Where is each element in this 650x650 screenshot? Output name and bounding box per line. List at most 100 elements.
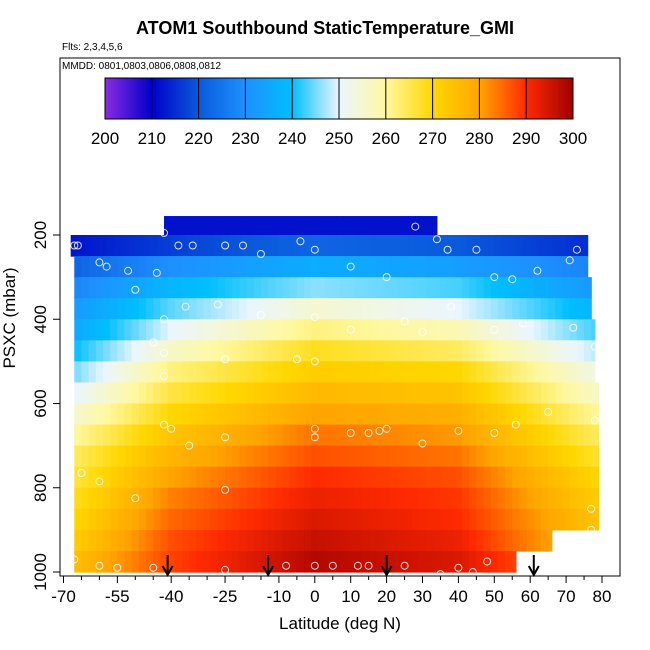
heatmap-cell xyxy=(454,466,463,489)
heatmap-cell xyxy=(526,298,535,320)
heatmap-cell xyxy=(461,403,470,426)
heatmap-cell xyxy=(167,256,176,278)
heatmap-cell xyxy=(217,403,226,426)
heatmap-cell xyxy=(505,277,513,299)
heatmap-cell xyxy=(469,277,477,299)
heatmap-cell xyxy=(210,445,219,468)
heatmap-cell xyxy=(232,550,241,573)
heatmap-cell xyxy=(454,256,463,278)
heatmap-cell xyxy=(411,382,420,405)
heatmap-cell xyxy=(239,466,248,489)
heatmap-cell xyxy=(232,466,241,489)
heatmap-cell xyxy=(540,277,549,299)
heatmap-cell xyxy=(174,529,183,552)
heatmap-cell xyxy=(232,361,241,384)
heatmap-cell xyxy=(569,466,578,489)
heatmap-cell xyxy=(332,256,341,278)
heatmap-cell xyxy=(88,529,97,552)
heatmap-cell xyxy=(569,340,578,362)
heatmap-cell xyxy=(526,403,535,426)
heatmap-cell xyxy=(454,382,463,405)
heatmap-cell xyxy=(221,235,230,257)
heatmap-cell xyxy=(361,508,370,531)
heatmap-cell xyxy=(74,445,83,468)
heatmap-cell xyxy=(318,445,327,468)
heatmap-cell xyxy=(325,382,334,405)
heatmap-cell xyxy=(447,487,456,510)
heatmap-cell xyxy=(548,445,556,468)
heatmap-cell xyxy=(497,403,506,426)
sample-point xyxy=(160,315,168,324)
heatmap-cell xyxy=(210,361,219,384)
sample-point xyxy=(400,317,409,326)
heatmap-cell xyxy=(138,508,147,531)
heatmap-cell xyxy=(591,403,600,426)
heatmap-cell xyxy=(210,340,219,362)
heatmap-cell xyxy=(221,216,230,238)
heatmap-cell xyxy=(519,382,528,405)
heatmap-cell xyxy=(404,550,413,573)
heatmap-cell xyxy=(268,550,276,573)
heatmap-cell xyxy=(461,361,470,384)
heatmap-cell xyxy=(293,235,302,257)
heatmap-cell xyxy=(304,550,312,573)
sample-point xyxy=(221,355,230,364)
heatmap-cell xyxy=(383,529,391,552)
heatmap-cell xyxy=(102,340,111,362)
heatmap-cell xyxy=(555,298,564,320)
heatmap-cell xyxy=(533,487,542,510)
heatmap-cell xyxy=(426,550,434,573)
heatmap-cell xyxy=(483,487,492,510)
heatmap-cell xyxy=(210,403,219,426)
heatmap-cell xyxy=(260,361,269,384)
heatmap-cell xyxy=(418,277,427,299)
heatmap-cell xyxy=(332,298,341,320)
heatmap-cell xyxy=(497,277,506,299)
heatmap-cell xyxy=(203,277,212,299)
heatmap-cell xyxy=(289,319,298,341)
heatmap-cell xyxy=(296,445,305,468)
heatmap-cell xyxy=(124,445,133,468)
heatmap-cell xyxy=(368,487,377,510)
heatmap-cell xyxy=(110,424,118,447)
heatmap-cell xyxy=(440,361,449,384)
heatmap-cell xyxy=(110,466,118,489)
heatmap-cell xyxy=(106,235,115,257)
heatmap-cell xyxy=(217,361,226,384)
heatmap-cell xyxy=(375,340,384,362)
heatmap-cell xyxy=(102,550,111,573)
heatmap-cell xyxy=(404,361,413,384)
y-tick-label: 400 xyxy=(31,305,50,333)
heatmap-cell xyxy=(239,487,248,510)
heatmap-cell xyxy=(548,403,556,426)
heatmap-cell xyxy=(286,216,294,238)
heatmap-cell xyxy=(124,361,133,384)
heatmap-cell xyxy=(469,445,477,468)
heatmap-cell xyxy=(260,382,269,405)
heatmap-cell xyxy=(153,424,162,447)
heatmap-cell xyxy=(591,340,596,362)
heatmap-cell xyxy=(196,550,205,573)
heatmap-cell xyxy=(110,382,118,405)
heatmap-cell xyxy=(102,529,111,552)
heatmap-cell xyxy=(544,235,553,257)
heatmap-cell xyxy=(555,361,564,384)
heatmap-cell xyxy=(548,277,556,299)
heatmap-cell xyxy=(347,403,355,426)
sample-point xyxy=(569,323,578,332)
heatmap-cell xyxy=(92,235,100,257)
heatmap-cell xyxy=(85,235,93,257)
heatmap-cell xyxy=(569,319,578,341)
heatmap-cell xyxy=(436,235,445,257)
heatmap-cell xyxy=(311,445,319,468)
heatmap-cell xyxy=(311,277,319,299)
heatmap-cell xyxy=(282,487,291,510)
heatmap-cell xyxy=(332,382,341,405)
heatmap-cell xyxy=(110,298,118,320)
heatmap-cell xyxy=(404,487,413,510)
heatmap-cell xyxy=(512,487,521,510)
heatmap-cell xyxy=(325,277,334,299)
heatmap-cell xyxy=(181,298,190,320)
heatmap-cell xyxy=(433,466,442,489)
sample-point xyxy=(508,275,517,284)
